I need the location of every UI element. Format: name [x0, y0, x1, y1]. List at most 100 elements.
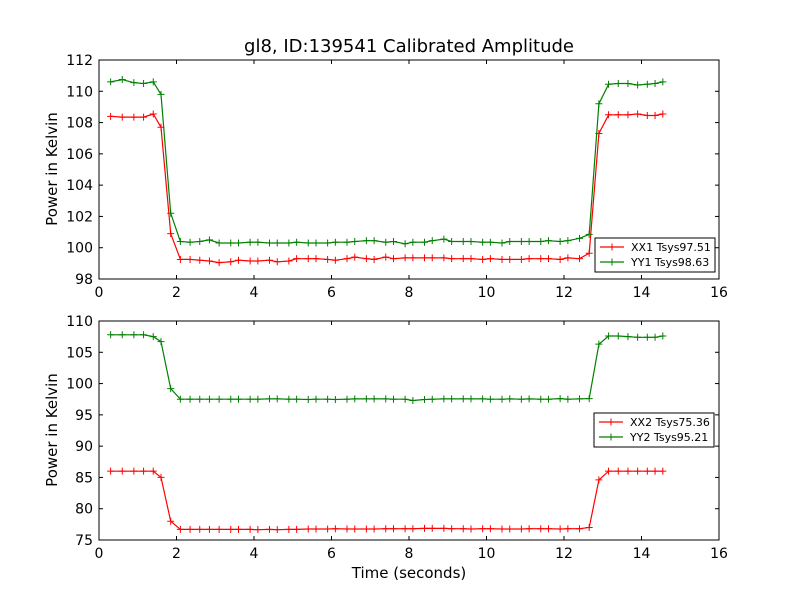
- data-point: [304, 255, 312, 263]
- data-point: [576, 525, 583, 533]
- data-point: [293, 525, 301, 533]
- data-point: [157, 338, 165, 346]
- data-point: [130, 331, 138, 339]
- data-point: [440, 524, 448, 532]
- data-point: [227, 239, 235, 247]
- data-point: [409, 396, 417, 404]
- data-point: [205, 236, 213, 244]
- data-point: [205, 257, 213, 265]
- data-point: [614, 111, 622, 119]
- data-point: [421, 396, 428, 404]
- data-point: [362, 395, 370, 403]
- data-point: [428, 254, 436, 262]
- data-point: [556, 237, 564, 245]
- data-point: [624, 333, 632, 341]
- data-point: [140, 467, 148, 475]
- data-point: [545, 237, 552, 245]
- data-point: [370, 525, 378, 533]
- data-point: [585, 249, 593, 257]
- data-point: [293, 255, 301, 263]
- data-point: [401, 254, 409, 262]
- data-point: [331, 238, 339, 246]
- data-point: [227, 258, 235, 266]
- y-axis-label: Power in Kelvin: [43, 373, 61, 487]
- legend-marker: [608, 243, 616, 251]
- data-point: [506, 395, 514, 403]
- data-point: [643, 80, 651, 88]
- data-point: [362, 525, 370, 533]
- data-point: [246, 525, 254, 533]
- data-point: [235, 525, 242, 533]
- data-point: [605, 111, 613, 119]
- data-point: [651, 333, 659, 341]
- data-point: [107, 112, 115, 120]
- x-tick-label: 12: [555, 285, 573, 301]
- data-point: [140, 79, 148, 87]
- data-point: [651, 79, 659, 87]
- data-point: [186, 255, 194, 263]
- data-point: [254, 526, 262, 534]
- data-point: [525, 237, 533, 245]
- data-point: [459, 525, 467, 533]
- data-point: [149, 110, 157, 118]
- data-point: [409, 254, 417, 262]
- data-point: [467, 255, 475, 263]
- legend-box: [594, 237, 716, 273]
- data-point: [421, 524, 428, 532]
- data-point: [293, 395, 301, 403]
- data-point: [157, 90, 165, 98]
- data-point: [246, 395, 254, 403]
- data-point: [362, 255, 370, 263]
- data-point: [343, 395, 351, 403]
- data-point: [525, 395, 533, 403]
- data-point: [196, 237, 204, 245]
- data-point: [545, 255, 552, 263]
- data-point: [659, 110, 667, 118]
- data-point: [196, 256, 204, 264]
- bottom-plot-panel: 0 2 4 6 8 10 12 14 16 75 80 85 90 95 100 105 110 Power in…: [43, 314, 728, 582]
- x-tick-label: 8: [405, 285, 414, 301]
- data-point: [556, 525, 564, 533]
- data-point: [634, 467, 642, 475]
- data-point: [537, 237, 545, 245]
- data-point: [545, 395, 552, 403]
- x-tick-label: 16: [710, 285, 728, 301]
- data-point: [605, 467, 613, 475]
- data-point: [479, 395, 487, 403]
- top-plot-panel: 0 2 4 6 8 10 12 14 16 98 100 102 104 106 108 110 112 Powe…: [43, 53, 728, 301]
- data-point: [614, 79, 622, 87]
- data-point: [285, 239, 293, 247]
- y-tick-label: 98: [75, 272, 93, 288]
- data-point: [215, 525, 223, 533]
- data-point: [421, 238, 428, 246]
- data-point: [479, 255, 487, 263]
- data-point: [643, 333, 651, 341]
- data-point: [459, 395, 467, 403]
- data-point: [140, 113, 148, 121]
- data-point: [312, 525, 320, 533]
- data-point: [525, 525, 533, 533]
- data-point: [351, 253, 359, 261]
- data-point: [370, 255, 378, 263]
- data-point: [467, 525, 475, 533]
- y-tick-label: 100: [66, 241, 93, 257]
- data-point: [351, 525, 359, 533]
- data-point: [498, 239, 506, 247]
- data-point: [215, 239, 223, 247]
- y-tick-label: 105: [66, 345, 93, 361]
- data-point: [564, 254, 572, 262]
- data-point: [409, 238, 417, 246]
- data-point: [196, 525, 204, 533]
- y-tick-label: 106: [66, 147, 93, 163]
- data-point: [331, 525, 339, 533]
- data-point: [506, 237, 514, 245]
- data-point: [643, 112, 651, 120]
- legend-entry: YY2 Tsys95.21: [629, 431, 708, 444]
- data-point: [273, 258, 281, 266]
- chart-title: gl8, ID:139541 Calibrated Amplitude: [244, 36, 574, 57]
- y-tick-label: 110: [66, 84, 93, 100]
- data-point: [266, 239, 273, 247]
- data-point: [506, 255, 514, 263]
- data-point: [659, 78, 667, 86]
